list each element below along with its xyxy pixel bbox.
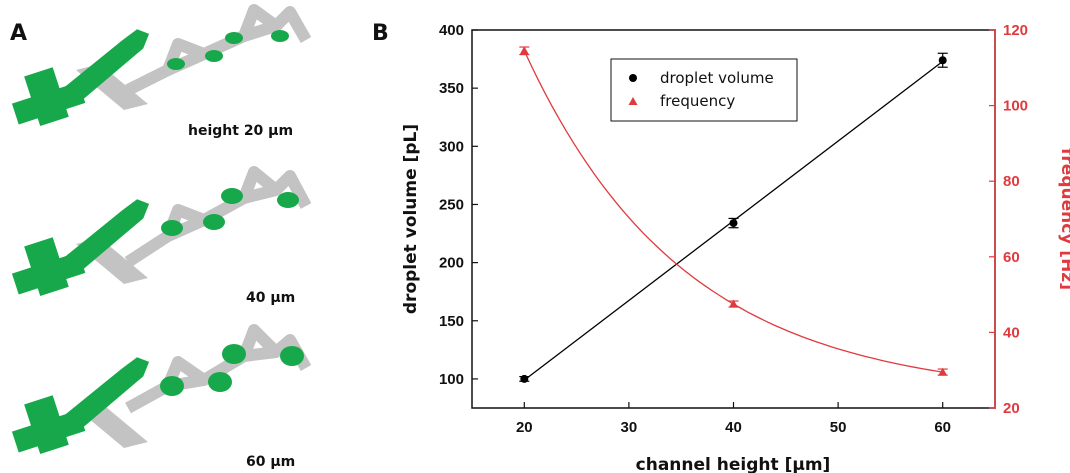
frequency-point: [728, 299, 739, 308]
chip-diagram-40um: 40 µm: [2, 166, 312, 306]
y2-tick-label: 40: [1003, 324, 1020, 341]
chip-diagram-20um: height 20 µm: [2, 4, 312, 139]
y-tick-label: 250: [439, 196, 464, 213]
volume-point: [728, 217, 739, 229]
chip-diagram-60um: 60 µm: [2, 324, 312, 470]
legend-marker-frequency: [628, 97, 638, 105]
fluid-40um: [2, 188, 299, 303]
panel-a: A height 20 µm: [2, 4, 312, 470]
marker-circle: [520, 374, 529, 383]
right-y-axis: 20 40 60 80 100 120: [989, 22, 1028, 417]
fluid-60um: [2, 344, 304, 461]
panel-b: B 20 30 40 50 60 100 150 200 250 300 350 400 20 40 6…: [372, 21, 1070, 473]
y-tick-label: 150: [439, 313, 464, 330]
legend: droplet volume frequency: [610, 58, 798, 122]
panel-a-letter: A: [10, 21, 27, 46]
left-y-axis: 100 150 200 250 300 350 400: [439, 22, 478, 388]
y-tick-label: 400: [439, 22, 464, 39]
x-tick-label: 50: [830, 419, 847, 436]
y2-tick-label: 100: [1003, 98, 1028, 115]
marker-triangle: [938, 367, 948, 376]
x-axis: 20 30 40 50 60: [516, 402, 951, 436]
marker-triangle: [729, 299, 738, 308]
y-tick-label: 300: [439, 138, 464, 155]
caption-60um: 60 µm: [246, 454, 295, 470]
x-axis-title: channel height [µm]: [636, 455, 831, 473]
marker-triangle: [519, 46, 529, 55]
y-tick-label: 200: [439, 255, 464, 272]
x-tick-label: 40: [725, 419, 742, 436]
volume-point: [937, 52, 948, 68]
y2-tick-label: 20: [1003, 400, 1020, 417]
right-y-axis-title: frequency [Hz]: [1057, 148, 1070, 290]
x-tick-label: 60: [934, 419, 951, 436]
left-y-axis-title: droplet volume [pL]: [401, 124, 421, 314]
caption-20um: height 20 µm: [188, 123, 293, 139]
y2-tick-label: 80: [1003, 173, 1020, 190]
panel-b-letter: B: [372, 21, 389, 46]
y2-tick-label: 60: [1003, 249, 1020, 266]
legend-marker-droplet-volume: [629, 74, 637, 82]
y-tick-label: 100: [439, 371, 464, 388]
y-tick-label: 350: [439, 80, 464, 97]
caption-40um: 40 µm: [246, 290, 295, 306]
x-tick-label: 30: [621, 419, 638, 436]
legend-label-droplet-volume: droplet volume: [660, 69, 774, 87]
frequency-point: [937, 367, 948, 376]
legend-box: [610, 58, 798, 122]
volume-point: [519, 374, 530, 383]
y2-tick-label: 120: [1003, 22, 1028, 39]
x-tick-label: 20: [516, 419, 533, 436]
marker-circle: [938, 56, 947, 65]
marker-circle: [729, 219, 738, 228]
fluid-20um: [2, 26, 289, 133]
data-points: [519, 46, 948, 383]
legend-label-frequency: frequency: [660, 92, 735, 110]
frequency-point: [519, 46, 530, 56]
